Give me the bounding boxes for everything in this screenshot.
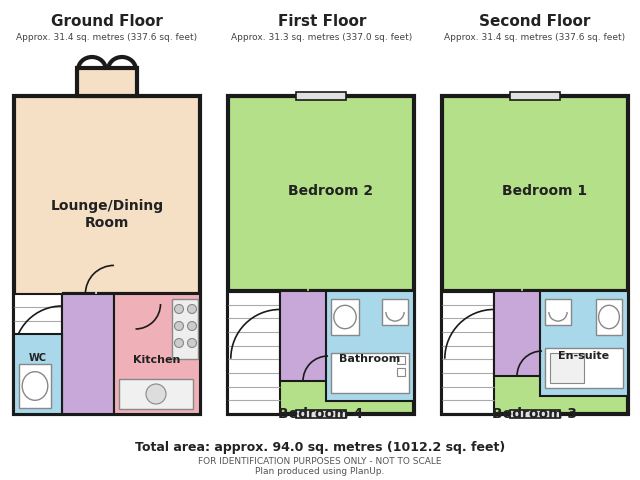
Text: En-suite: En-suite: [559, 351, 609, 361]
Circle shape: [175, 322, 184, 331]
Bar: [119, 379, 193, 409]
Text: Room: Room: [85, 216, 129, 230]
Text: Total area: approx. 94.0 sq. metres (1012.2 sq. feet): Total area: approx. 94.0 sq. metres (101…: [135, 442, 505, 455]
Bar: [596, 299, 622, 335]
Bar: [540, 291, 628, 396]
Text: Approx. 31.4 sq. metres (337.6 sq. feet): Approx. 31.4 sq. metres (337.6 sq. feet): [444, 34, 625, 43]
Bar: [397, 368, 405, 376]
Text: Plan produced using PlanUp.: Plan produced using PlanUp.: [255, 468, 385, 477]
Bar: [397, 356, 405, 364]
Bar: [382, 299, 408, 325]
Text: WC: WC: [29, 353, 47, 363]
Text: Kitchen: Kitchen: [133, 355, 180, 365]
Circle shape: [175, 304, 184, 313]
Text: Bathroom: Bathroom: [339, 354, 401, 364]
Circle shape: [188, 338, 196, 348]
Bar: [14, 334, 62, 414]
Text: Bedroom 3: Bedroom 3: [493, 407, 577, 421]
Bar: [172, 299, 198, 359]
Bar: [510, 410, 560, 418]
Bar: [19, 364, 51, 408]
Circle shape: [188, 304, 196, 313]
Bar: [442, 96, 628, 414]
Bar: [545, 348, 623, 388]
Text: Bedroom 1: Bedroom 1: [502, 184, 588, 198]
Text: Approx. 31.4 sq. metres (337.6 sq. feet): Approx. 31.4 sq. metres (337.6 sq. feet): [17, 34, 198, 43]
Text: Bedroom 2: Bedroom 2: [289, 184, 374, 198]
Bar: [326, 291, 414, 401]
Bar: [331, 299, 359, 335]
Text: First Floor: First Floor: [278, 14, 366, 29]
Bar: [510, 92, 560, 100]
Bar: [228, 291, 280, 414]
Text: Bedroom 4: Bedroom 4: [278, 407, 364, 421]
Text: FOR IDENTIFICATION PURPOSES ONLY - NOT TO SCALE: FOR IDENTIFICATION PURPOSES ONLY - NOT T…: [198, 456, 442, 466]
Bar: [228, 96, 414, 414]
Bar: [331, 353, 409, 393]
Bar: [296, 410, 346, 418]
Bar: [296, 92, 346, 100]
Bar: [114, 294, 200, 414]
Text: Second Floor: Second Floor: [479, 14, 591, 29]
Circle shape: [175, 338, 184, 348]
Bar: [14, 96, 200, 414]
Bar: [494, 291, 542, 376]
Bar: [442, 291, 494, 414]
Bar: [77, 68, 137, 96]
Text: Ground Floor: Ground Floor: [51, 14, 163, 29]
Circle shape: [146, 384, 166, 404]
Text: Lounge/Dining: Lounge/Dining: [51, 199, 164, 213]
Circle shape: [188, 322, 196, 331]
Bar: [14, 294, 62, 414]
Text: Approx. 31.3 sq. metres (337.0 sq. feet): Approx. 31.3 sq. metres (337.0 sq. feet): [232, 34, 413, 43]
Bar: [550, 353, 584, 383]
Bar: [545, 299, 571, 325]
Bar: [62, 294, 114, 414]
Bar: [280, 291, 328, 381]
